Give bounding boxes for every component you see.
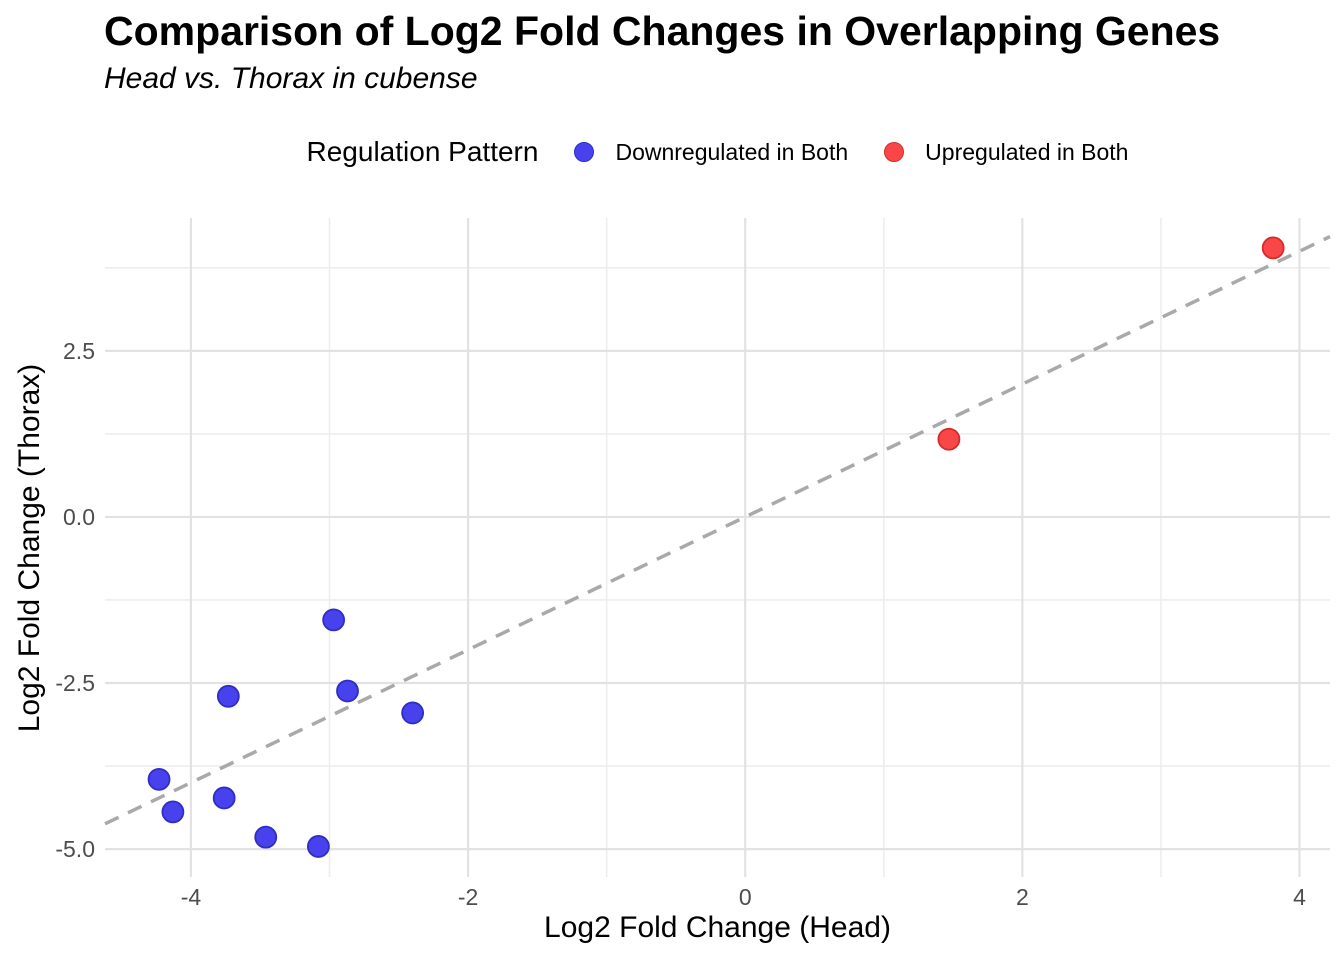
legend-title: Regulation Pattern — [306, 136, 539, 167]
chart-title: Comparison of Log2 Fold Changes in Overl… — [104, 8, 1221, 54]
legend-dot-blue-icon — [574, 142, 595, 162]
legend-item-downregulated: Downregulated in Both — [574, 139, 848, 166]
y-tick-label: 0.0 — [63, 504, 95, 530]
y-tick-label: -5.0 — [55, 836, 95, 862]
legend-dot-red-icon — [884, 142, 905, 162]
chart-subtitle: Head vs. Thorax in cubense — [104, 62, 478, 95]
legend-item-upregulated: Upregulated in Both — [884, 139, 1128, 166]
data-point-downregulated — [216, 684, 240, 708]
data-point-downregulated — [212, 786, 236, 810]
data-point-downregulated — [307, 835, 330, 858]
y-tick-label: 2.5 — [63, 338, 95, 364]
data-point-downregulated — [254, 825, 278, 849]
legend: Regulation Pattern Downregulated in Both… — [105, 126, 1330, 178]
data-point-downregulated — [322, 608, 346, 632]
identity-reference-line — [104, 235, 1331, 826]
data-point-downregulated — [147, 767, 171, 791]
x-tick-label: 4 — [1293, 884, 1306, 910]
x-tick-label: -4 — [181, 884, 202, 910]
data-point-upregulated — [937, 427, 961, 451]
x-tick-label: 2 — [1016, 884, 1029, 910]
x-tick-label: -2 — [458, 884, 478, 910]
legend-item-label: Downregulated in Both — [615, 138, 849, 165]
data-point-downregulated — [161, 800, 185, 824]
data-point-downregulated — [401, 701, 425, 725]
y-axis-title: Log2 Fold Change (Thorax) — [13, 363, 46, 733]
data-point-upregulated — [1261, 236, 1285, 260]
legend-item-label: Upregulated in Both — [925, 138, 1129, 165]
y-tick-label: -2.5 — [55, 670, 95, 696]
x-axis-title: Log2 Fold Change (Head) — [544, 911, 891, 944]
x-tick-label: 0 — [739, 884, 752, 910]
data-point-downregulated — [336, 679, 359, 703]
